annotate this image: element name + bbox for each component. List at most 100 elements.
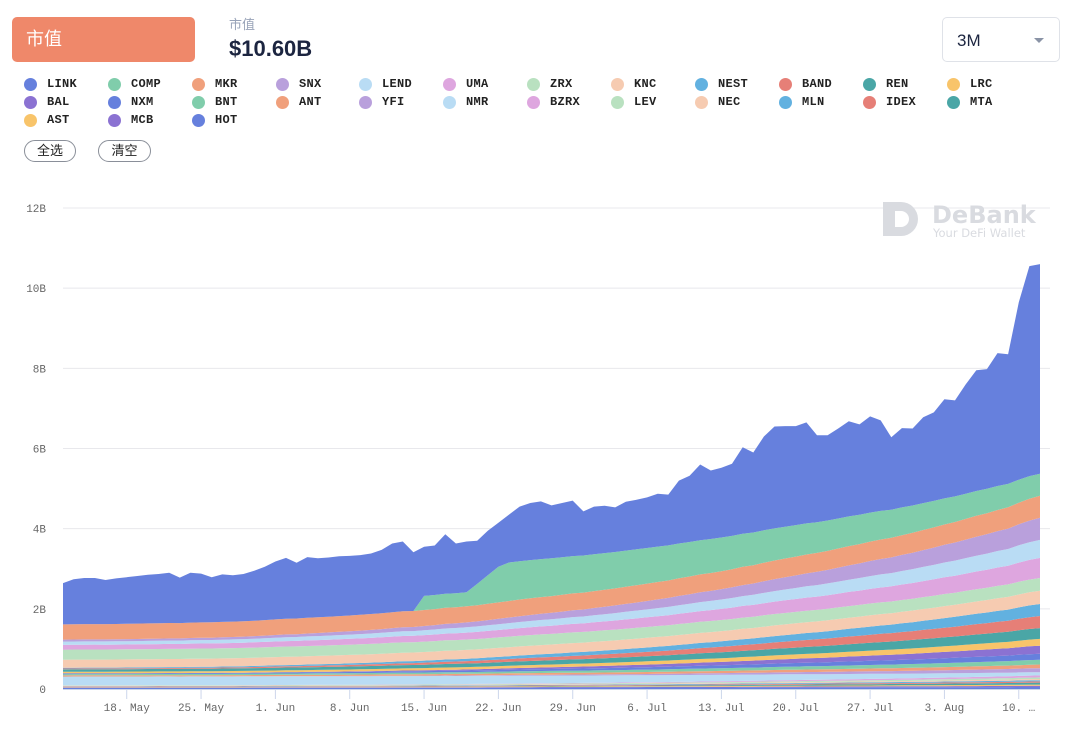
area-uma[interactable] bbox=[63, 557, 1040, 650]
debank-watermark: DeBank Your DeFi Wallet bbox=[883, 201, 1037, 240]
legend-label: KNC bbox=[634, 77, 657, 91]
area-yfi[interactable] bbox=[63, 668, 1040, 677]
legend-item-bnt[interactable]: BNT bbox=[192, 93, 238, 111]
legend-item-lrc[interactable]: LRC bbox=[947, 75, 993, 93]
area-hot[interactable] bbox=[63, 687, 1040, 689]
legend-item-mta[interactable]: MTA bbox=[947, 93, 993, 111]
area-mta[interactable] bbox=[63, 682, 1040, 687]
legend-label: BAND bbox=[802, 77, 833, 91]
area-lrc[interactable] bbox=[63, 638, 1040, 674]
area-ant[interactable] bbox=[63, 664, 1040, 677]
legend-dot-icon bbox=[192, 77, 205, 91]
area-nec[interactable] bbox=[63, 679, 1040, 687]
watermark-title: DeBank bbox=[932, 201, 1037, 229]
x-tick-label: 8. Jun bbox=[330, 703, 370, 715]
legend-dot-icon bbox=[695, 95, 708, 109]
legend-dot-icon bbox=[359, 95, 372, 109]
x-tick-label: 10. … bbox=[1002, 703, 1035, 715]
legend-label: IDEX bbox=[886, 95, 917, 109]
summary: 市值 $10.60B bbox=[229, 17, 312, 63]
legend-item-mkr[interactable]: MKR bbox=[192, 75, 238, 93]
legend-label: LINK bbox=[47, 77, 78, 91]
time-range-select[interactable]: 3M bbox=[942, 17, 1060, 62]
legend-label: HOT bbox=[215, 113, 238, 127]
area-bnt[interactable] bbox=[63, 659, 1040, 676]
area-lend[interactable] bbox=[63, 539, 1040, 645]
area-zrx[interactable] bbox=[63, 578, 1040, 660]
legend-item-zrx[interactable]: ZRX bbox=[527, 75, 573, 93]
legend-dot-icon bbox=[24, 113, 37, 127]
y-tick-label: 12B bbox=[26, 204, 46, 216]
legend-item-uma[interactable]: UMA bbox=[443, 75, 489, 93]
summary-label: 市值 bbox=[229, 17, 256, 32]
legend-dot-icon bbox=[276, 77, 289, 91]
legend-dot-icon bbox=[695, 77, 708, 91]
legend-item-link[interactable]: LINK bbox=[24, 75, 77, 93]
legend-label: MLN bbox=[802, 95, 825, 109]
area-layers bbox=[63, 264, 1040, 689]
legend-item-mln[interactable]: MLN bbox=[779, 93, 825, 111]
x-axis: 18. May 25. May 1. Jun 8. Jun 15. Jun 22. Jun… bbox=[63, 689, 1040, 715]
area-link[interactable] bbox=[63, 264, 1040, 625]
area-bal[interactable] bbox=[63, 645, 1040, 674]
area-knc[interactable] bbox=[63, 590, 1040, 668]
legend-item-band[interactable]: BAND bbox=[779, 75, 832, 93]
area-snx[interactable] bbox=[63, 517, 1040, 642]
x-tick-label: 25. May bbox=[178, 703, 225, 715]
area-mkr[interactable] bbox=[63, 495, 1040, 640]
legend-dot-icon bbox=[947, 77, 960, 91]
y-tick-label: 8B bbox=[33, 364, 47, 376]
legend-item-nec[interactable]: NEC bbox=[695, 93, 741, 111]
legend-item-nxm[interactable]: NXM bbox=[108, 93, 154, 111]
x-tick-label: 13. Jul bbox=[698, 703, 744, 715]
legend-item-comp[interactable]: COMP bbox=[108, 75, 161, 93]
area-band[interactable] bbox=[63, 616, 1040, 670]
area-nmr[interactable] bbox=[63, 672, 1040, 686]
legend-item-ant[interactable]: ANT bbox=[276, 93, 322, 111]
clear-button[interactable]: 清空 bbox=[98, 140, 151, 162]
metric-button-market-cap[interactable]: 市值 bbox=[12, 17, 195, 62]
area-ast[interactable] bbox=[63, 684, 1040, 688]
summary-value: $10.60B bbox=[229, 36, 313, 61]
x-tick-label: 15. Jun bbox=[401, 703, 447, 715]
legend-item-snx[interactable]: SNX bbox=[276, 75, 322, 93]
legend-item-nest[interactable]: NEST bbox=[695, 75, 748, 93]
select-all-button[interactable]: 全选 bbox=[24, 140, 76, 162]
legend-label: LEV bbox=[634, 95, 657, 109]
area-nest[interactable] bbox=[63, 604, 1040, 669]
legend-label: MTA bbox=[970, 95, 993, 109]
legend-dot-icon bbox=[527, 77, 540, 91]
area-lev[interactable] bbox=[63, 677, 1040, 686]
legend-item-bal[interactable]: BAL bbox=[24, 93, 70, 111]
legend-item-bzrx[interactable]: BZRX bbox=[527, 93, 580, 111]
legend-item-yfi[interactable]: YFI bbox=[359, 93, 405, 111]
debank-logo-icon bbox=[883, 202, 918, 236]
legend-item-lend[interactable]: LEND bbox=[359, 75, 412, 93]
stacked-area-chart: DeBank Your DeFi Wallet 02B4B6B8B10B12B … bbox=[26, 201, 1050, 715]
area-idex[interactable] bbox=[63, 681, 1040, 687]
area-mln[interactable] bbox=[63, 680, 1040, 687]
area-comp[interactable] bbox=[63, 473, 1040, 625]
legend-dot-icon bbox=[276, 95, 289, 109]
legend-label: LEND bbox=[382, 77, 413, 91]
y-tick-label: 4B bbox=[33, 525, 47, 537]
x-tick-label: 27. Jul bbox=[847, 703, 893, 715]
legend-item-ast[interactable]: AST bbox=[24, 111, 70, 129]
y-tick-label: 0 bbox=[39, 685, 46, 697]
x-tick-label: 22. Jun bbox=[475, 703, 521, 715]
legend-item-ren[interactable]: REN bbox=[863, 75, 909, 93]
legend-label: BAL bbox=[47, 95, 70, 109]
legend-item-nmr[interactable]: NMR bbox=[443, 93, 489, 111]
legend-dot-icon bbox=[359, 77, 372, 91]
legend-item-lev[interactable]: LEV bbox=[611, 93, 657, 111]
area-ren[interactable] bbox=[63, 628, 1040, 672]
legend-item-hot[interactable]: HOT bbox=[192, 111, 238, 129]
legend-item-knc[interactable]: KNC bbox=[611, 75, 657, 93]
legend-dot-icon bbox=[527, 95, 540, 109]
area-nxm[interactable] bbox=[63, 653, 1040, 675]
caret-down-icon bbox=[1034, 38, 1044, 43]
area-bzrx[interactable] bbox=[63, 675, 1040, 686]
legend-item-mcb[interactable]: MCB bbox=[108, 111, 154, 129]
legend-item-idex[interactable]: IDEX bbox=[863, 93, 916, 111]
legend-label: BNT bbox=[215, 95, 238, 109]
